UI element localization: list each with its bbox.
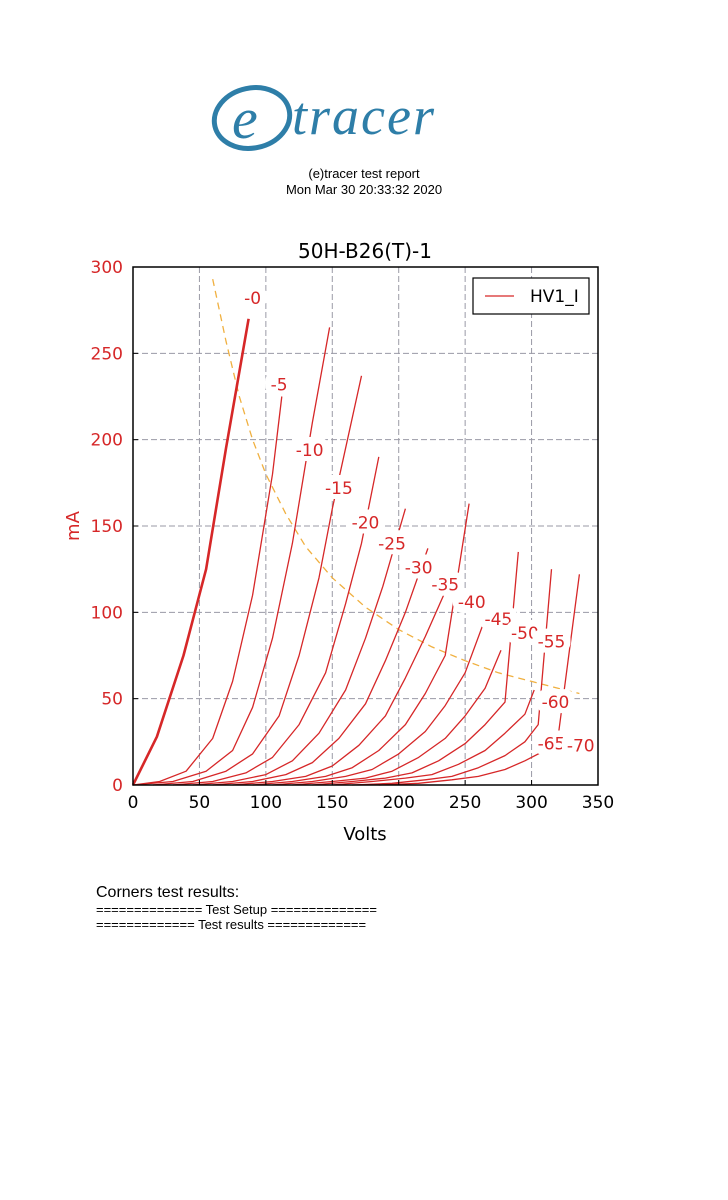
curve-label: -65 bbox=[538, 735, 566, 755]
series-line-grid-15 bbox=[152, 375, 363, 786]
series-line-grid-60 bbox=[332, 689, 535, 786]
curve-label-background bbox=[238, 285, 267, 310]
x-tick-label: 100 bbox=[250, 793, 282, 813]
y-tick-label: 200 bbox=[91, 431, 123, 451]
results-heading: Corners test results: bbox=[96, 884, 240, 901]
series-line-grid-10 bbox=[132, 327, 331, 786]
curve-label-background bbox=[426, 571, 465, 596]
y-tick-label: 300 bbox=[91, 258, 123, 278]
x-tick-label: 150 bbox=[316, 793, 348, 813]
series-line-grid-65 bbox=[352, 569, 553, 786]
grid-layer bbox=[133, 267, 598, 785]
curve-label: -30 bbox=[405, 558, 433, 578]
logo-tracer-text: tracer bbox=[292, 86, 436, 146]
series-line-grid-35 bbox=[232, 591, 446, 786]
report-date: Mon Mar 30 20:33:32 2020 bbox=[285, 182, 443, 197]
curve-label-background bbox=[319, 475, 358, 500]
y-tick-label: 150 bbox=[91, 517, 123, 537]
x-tick-label: 200 bbox=[382, 793, 414, 813]
curve-label: -60 bbox=[542, 693, 570, 713]
y-tick-label: 50 bbox=[101, 690, 123, 710]
chart-title: 50H-B26(T)-1 bbox=[298, 239, 432, 263]
etracer-logo: e tracer bbox=[211, 85, 436, 151]
series-line-grid-30 bbox=[212, 548, 429, 786]
series-line-grid-50 bbox=[292, 650, 502, 786]
legend-label: HV1_I bbox=[530, 287, 579, 307]
curve-label: -5 bbox=[271, 375, 288, 395]
curve-label: -35 bbox=[431, 576, 459, 596]
curve-label: -0 bbox=[244, 289, 261, 309]
curve-label-background bbox=[290, 437, 329, 462]
curve-label-background bbox=[373, 530, 412, 555]
series-layer bbox=[131, 318, 581, 786]
legend: HV1_I bbox=[472, 277, 590, 315]
curve-label-background bbox=[346, 509, 385, 534]
series-line-grid-45 bbox=[272, 625, 484, 786]
x-tick-label: 250 bbox=[449, 793, 481, 813]
logo-ellipse bbox=[211, 85, 293, 151]
test-results-line: ============= Test results ============= bbox=[96, 917, 367, 932]
series-line-grid-25 bbox=[192, 508, 407, 786]
curve-label-background bbox=[561, 732, 600, 757]
curve-label: -70 bbox=[567, 736, 595, 756]
series-line-grid-5 bbox=[132, 396, 283, 786]
y-tick-label: 100 bbox=[91, 603, 123, 623]
test-setup-line: ============== Test Setup ============== bbox=[96, 902, 377, 917]
series-line-grid-20 bbox=[172, 456, 380, 786]
curve-label-background bbox=[399, 554, 438, 579]
x-tick-label: 50 bbox=[189, 793, 211, 813]
curve-label: -55 bbox=[538, 633, 566, 653]
curve-label: -45 bbox=[484, 610, 512, 630]
x-tick-label: 0 bbox=[128, 793, 139, 813]
curve-label: -15 bbox=[325, 479, 353, 499]
x-tick-label: 350 bbox=[582, 793, 614, 813]
series-line-grid-40 bbox=[252, 503, 470, 786]
x-tick-label: 300 bbox=[515, 793, 547, 813]
curve-label: -50 bbox=[511, 624, 539, 644]
x-axis-label: Volts bbox=[343, 824, 386, 845]
plot-frame bbox=[132, 266, 599, 786]
curve-label: -25 bbox=[378, 534, 406, 554]
series-line-grid-0 bbox=[131, 318, 250, 786]
curve-label: -20 bbox=[352, 514, 380, 534]
curve-label-background bbox=[532, 730, 571, 755]
curve-label-background bbox=[532, 628, 571, 653]
anode-characteristics-chart: 50H-B26(T)-1 Volts mA -0 -5 -10-15 -20-25 -3… bbox=[63, 239, 615, 845]
y-tick-label: 0 bbox=[112, 776, 123, 796]
series-line-grid-55 bbox=[312, 551, 519, 786]
curve-label-background bbox=[265, 371, 294, 396]
curve-label-layer: -0 -5 -10-15 -20-25 -30-35-40-45-50-55 -60 -65… bbox=[238, 285, 600, 757]
curve-label-background bbox=[536, 689, 575, 714]
curve-label: -40 bbox=[458, 593, 486, 613]
tick-layer: 0 50 100 150 200 250 300 350 0 50 100 150 200 250 300 bbox=[91, 258, 615, 813]
y-axis-label: mA bbox=[63, 510, 84, 541]
report-title: (e)tracer test report bbox=[308, 166, 420, 181]
test-results: Corners test results: ============== Tes… bbox=[96, 884, 377, 932]
y-tick-label: 250 bbox=[91, 344, 123, 364]
logo-e-letter: e bbox=[232, 86, 258, 151]
curve-label-background bbox=[452, 588, 491, 613]
curve-label: -10 bbox=[296, 441, 324, 461]
